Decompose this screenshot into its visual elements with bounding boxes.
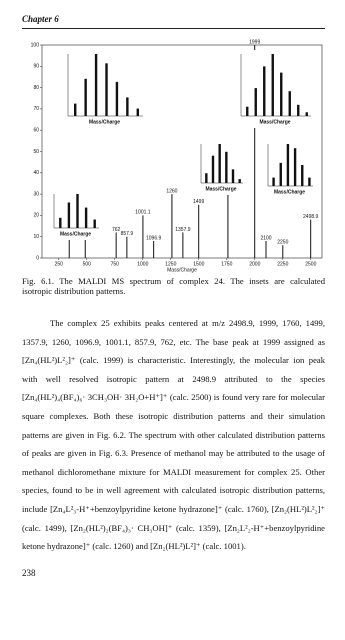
- peak-label: 857.9: [121, 231, 134, 237]
- inset-x-label: Mass/Charge: [259, 119, 290, 125]
- body-line: square complexes. Both these isotropic d…: [22, 411, 325, 421]
- peak-label: 1999: [249, 39, 260, 45]
- body-line: The complex 25 exhibits peaks centered a…: [50, 318, 325, 328]
- y-tick-label: 100: [31, 42, 40, 48]
- inset-bar: [286, 144, 290, 186]
- x-tick-label: 2500: [305, 261, 316, 267]
- inset-bar: [136, 108, 139, 116]
- x-tick-label: 2000: [249, 261, 260, 267]
- x-tick-label: 750: [111, 261, 120, 267]
- inset-bar: [93, 219, 96, 228]
- inset-bar: [293, 148, 297, 186]
- peak-label: 1260: [166, 188, 177, 194]
- inset-bar: [305, 112, 308, 116]
- inset-bar: [105, 63, 108, 116]
- body-line: [Zn₄(HL²)₄(BF₄)₆· 3CH₃OH· 3H₂O+H⁺]⁺ (cal…: [22, 392, 325, 403]
- figure-caption: isotropic distribution patterns.: [22, 286, 126, 296]
- inset-bar: [218, 144, 221, 183]
- chapter-header: Chapter 6: [22, 14, 59, 24]
- inset-x-label: Mass/Charge: [205, 186, 236, 192]
- peak-label: 2498.9: [303, 214, 319, 220]
- inset-bar: [59, 217, 62, 228]
- inset-bar: [231, 169, 235, 183]
- inset-bar: [280, 72, 283, 116]
- inset-bar: [205, 173, 208, 183]
- peak-label: 762: [112, 227, 121, 233]
- figure-caption: Fig. 6.1. The MALDI MS spectrum of compl…: [22, 276, 325, 286]
- inset-x-label: Mass/Charge: [89, 119, 120, 125]
- inset-bar: [271, 54, 274, 116]
- x-tick-label: 1750: [221, 261, 232, 267]
- y-tick-label: 10: [33, 234, 39, 240]
- x-tick-label: 250: [55, 261, 64, 267]
- inset-bar: [263, 66, 266, 116]
- y-tick-label: 80: [33, 85, 39, 91]
- inset-bar: [76, 194, 79, 228]
- body-line: species, found to be in well agreement w…: [22, 485, 325, 496]
- y-tick-label: 50: [33, 149, 39, 155]
- inset-bar: [238, 179, 241, 183]
- inset-background: [62, 50, 147, 128]
- y-tick-label: 40: [33, 170, 39, 176]
- inset-bar: [301, 165, 304, 186]
- header-rule: [22, 28, 325, 29]
- body-line: of peaks are given in Fig. 6.3. Presence…: [22, 448, 325, 459]
- y-tick-label: 0: [36, 255, 39, 261]
- body-line: methanol dichloromethane mixture for MAL…: [22, 466, 325, 477]
- body-line: patterns are given in Fig. 6.2. The spec…: [22, 429, 325, 440]
- inset-bar: [288, 91, 291, 116]
- inset-bar: [272, 177, 275, 186]
- page-number: 238: [22, 568, 36, 578]
- y-tick-label: 30: [33, 191, 39, 197]
- body-line: (calc. 1499), [Zn₂(HL²)₂(BF₄)₃· CH₃OH]⁺ …: [22, 522, 325, 533]
- inset-bar: [246, 106, 249, 116]
- peak-label: 1499: [193, 199, 204, 205]
- inset-background: [48, 190, 103, 240]
- y-tick-label: 90: [33, 64, 39, 70]
- inset-bar: [94, 54, 98, 116]
- inset-x-label: Mass/Charge: [274, 189, 305, 195]
- peak-label: 1096.9: [146, 235, 162, 241]
- inset-background: [235, 50, 315, 128]
- inset-bar: [74, 103, 77, 116]
- x-tick-label: 1500: [193, 261, 204, 267]
- body-line: 1357.9, 1260, 1096.9, 1001.1, 857.9, 762…: [22, 336, 325, 347]
- body-line: include [Zn₄L²₃-H⁺+benzoylpyridine keton…: [22, 504, 325, 514]
- peak-label: 2250: [277, 240, 288, 246]
- inset-bar: [225, 151, 228, 183]
- y-tick-label: 70: [33, 106, 39, 112]
- body-line: [Zn₄(HL²)L²₂]⁺ (calc. 1999) is character…: [22, 355, 325, 366]
- inset-bar: [254, 88, 257, 116]
- inset-bar: [279, 162, 282, 186]
- inset-bar: [297, 104, 300, 116]
- x-tick-label: 1000: [137, 261, 148, 267]
- y-tick-label: 60: [33, 128, 39, 134]
- inset-bar: [115, 81, 119, 116]
- inset-bar: [67, 202, 71, 228]
- inset-background: [262, 140, 317, 198]
- inset-x-label: Mass/Charge: [60, 231, 91, 237]
- x-axis-label: Mass/Charge: [167, 267, 197, 273]
- x-tick-label: 1250: [165, 261, 176, 267]
- inset-bar: [84, 78, 87, 116]
- inset-bar: [308, 177, 311, 186]
- y-tick-label: 20: [33, 213, 39, 219]
- inset-bar: [126, 97, 129, 116]
- x-tick-label: 500: [83, 261, 92, 267]
- inset-bar: [211, 155, 215, 183]
- x-tick-label: 2250: [277, 261, 288, 267]
- peak-label: 1357.9: [175, 227, 191, 233]
- body-line: ketone hydrazone]⁺ (calc. 1260) and [Zn₂…: [22, 541, 246, 552]
- inset-background: [195, 140, 247, 195]
- peak-label: 2100: [260, 235, 271, 241]
- inset-bar: [84, 207, 88, 228]
- body-line: with well resolved isotropic pattern at …: [22, 373, 325, 384]
- peak-label: 1001.1: [135, 210, 151, 216]
